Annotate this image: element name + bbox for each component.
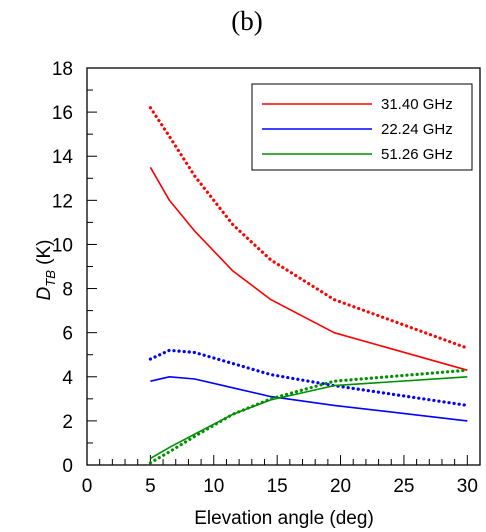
y-axis-title-unit: (K) — [34, 240, 55, 271]
axis-ticks — [87, 89, 468, 465]
y-tick-label: 16 — [52, 103, 73, 124]
y-axis-title-main: D — [34, 286, 55, 300]
y-tick-label: 6 — [62, 324, 73, 345]
y-axis-title: DTB (K) — [34, 240, 58, 301]
x-tick-label: 30 — [457, 476, 478, 497]
y-tick-label: 4 — [62, 368, 73, 389]
y-tick-label: 14 — [52, 147, 74, 168]
x-axis-title: Elevation angle (deg) — [194, 508, 374, 529]
x-tick-labels: 0 5 10 15 20 25 30 — [82, 476, 478, 497]
dotted-series-line — [148, 106, 469, 350]
series-layer — [148, 106, 469, 465]
solid-series-line — [149, 376, 468, 460]
x-tick-label: 0 — [82, 476, 93, 497]
dotted-series-line — [148, 348, 469, 407]
solid-series-line — [149, 166, 468, 371]
legend-label: 31.40 GHz — [381, 96, 453, 113]
solid-series-line — [150, 375, 468, 422]
panel-label: (b) — [231, 6, 262, 36]
legend-box — [251, 83, 473, 171]
y-axis-title-sub: TB — [43, 270, 58, 287]
y-tick-label: 12 — [52, 191, 73, 212]
legend: 31.40 GHz 22.24 GHz 51.26 GHz — [251, 83, 473, 171]
dotted-series-line — [148, 368, 469, 465]
y-tick-label: 18 — [52, 59, 73, 80]
y-tick-label: 2 — [62, 412, 73, 433]
y-tick-label: 0 — [62, 456, 73, 477]
y-tick-labels: 0 2 4 6 8 10 12 14 16 18 — [52, 59, 74, 477]
x-tick-label: 25 — [393, 476, 414, 497]
legend-label: 51.26 GHz — [381, 146, 453, 163]
y-tick-label: 8 — [62, 280, 73, 301]
x-tick-label: 20 — [330, 476, 351, 497]
legend-label: 22.24 GHz — [381, 121, 453, 138]
y-tick-label: 10 — [52, 235, 73, 256]
x-tick-label: 15 — [267, 476, 288, 497]
x-tick-label: 5 — [145, 476, 156, 497]
x-tick-label: 10 — [203, 476, 224, 497]
